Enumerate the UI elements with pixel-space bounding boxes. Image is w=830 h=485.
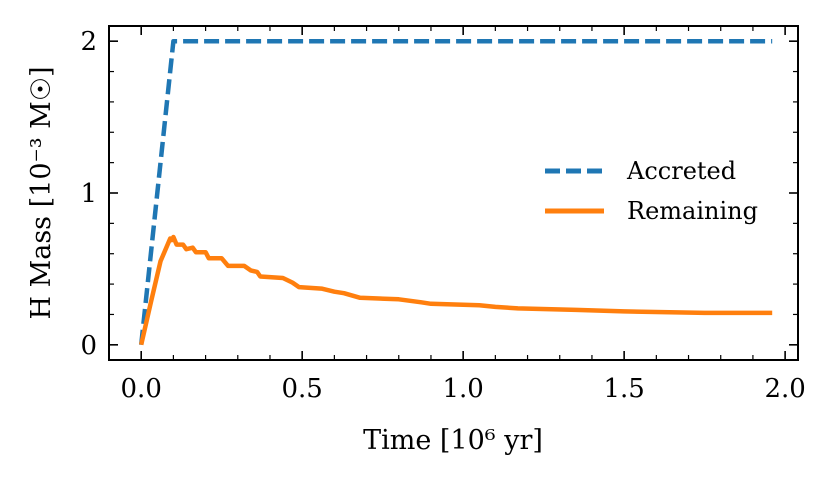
x-tick-label: 1.5	[603, 374, 644, 404]
x-axis-label: Time [10⁶ yr]	[363, 425, 543, 456]
series-layer	[138, 38, 773, 346]
y-axis-label: H Mass [10⁻³ M☉]	[26, 66, 57, 319]
x-tick-label: 0.0	[121, 374, 162, 404]
x-tick-label: 0.5	[281, 374, 322, 404]
legend: Accreted Remaining	[545, 157, 758, 225]
axis-ticks	[109, 26, 798, 360]
legend-label-accreted: Accreted	[626, 157, 736, 185]
series-line-accreted	[138, 38, 773, 346]
series-line-remaining	[139, 234, 773, 346]
x-tick-label: 2.0	[764, 374, 805, 404]
y-tick-label: 2	[80, 27, 97, 57]
plot-frame	[108, 25, 799, 361]
y-tick-label: 0	[80, 331, 97, 361]
legend-label-remaining: Remaining	[627, 197, 758, 225]
y-tick-label: 1	[80, 179, 97, 209]
x-tick-label: 1.0	[442, 374, 483, 404]
tick-labels: 0.0 0.5 1.0 1.5 2.0 0 1 2	[80, 27, 805, 404]
